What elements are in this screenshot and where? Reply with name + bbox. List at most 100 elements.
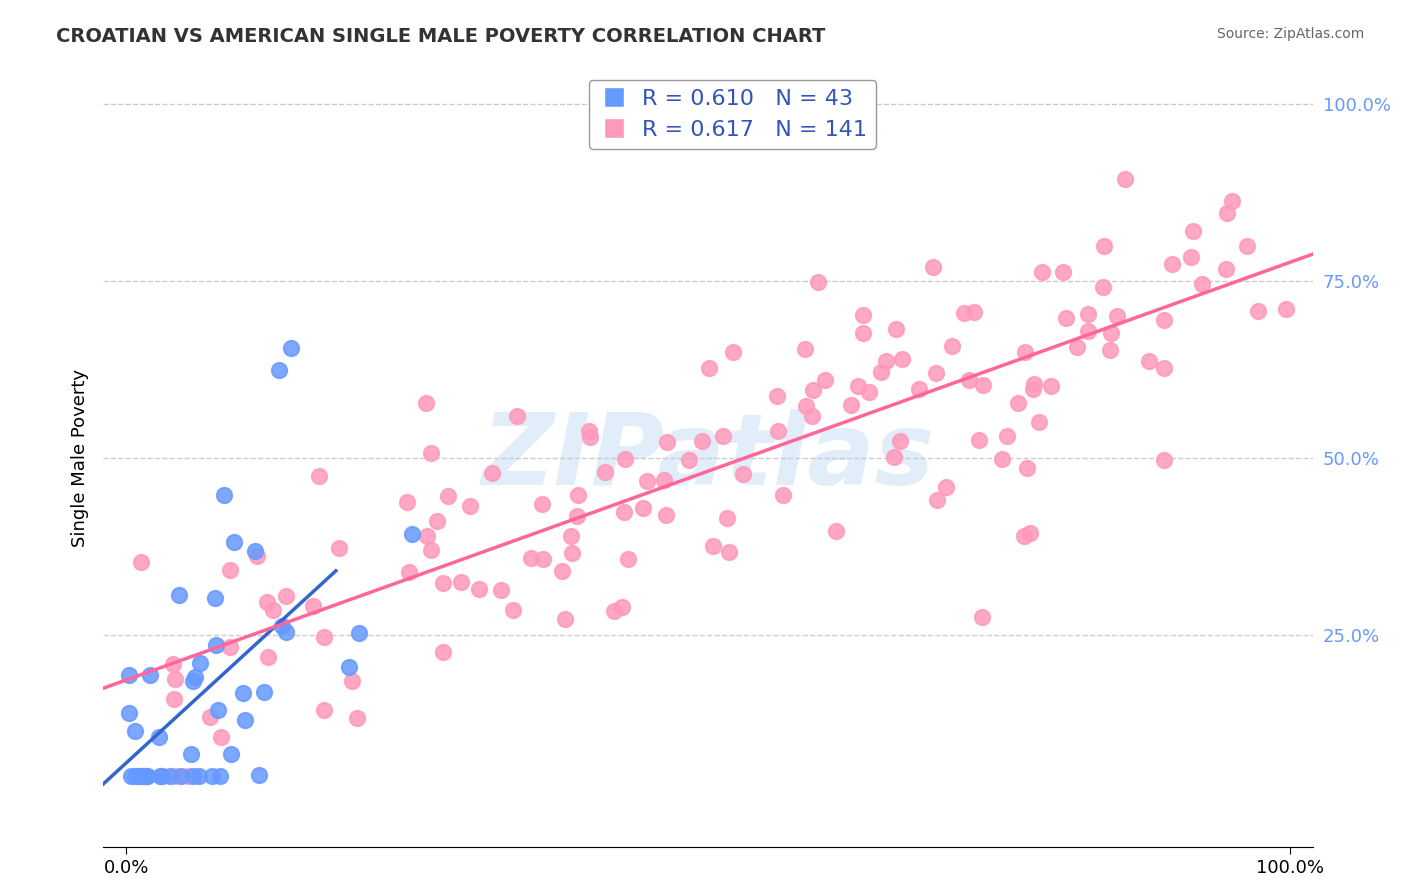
Point (132, 769, 155, 783)
Point (807, 275, 830, 289)
Point (1014, 344, 1036, 359)
Point (432, 645, 454, 659)
Point (655, 508, 678, 522)
Point (1007, 396, 1029, 410)
Point (219, 563, 242, 577)
Point (690, 434, 713, 448)
Point (925, 367, 948, 381)
Point (702, 539, 724, 553)
Point (801, 409, 824, 424)
Point (531, 552, 554, 566)
Point (713, 429, 735, 443)
Point (312, 703, 335, 717)
Point (396, 495, 419, 509)
Point (613, 505, 636, 519)
Point (267, 362, 290, 376)
Point (436, 489, 458, 503)
Point (163, 672, 186, 686)
Point (794, 343, 817, 357)
Point (967, 434, 990, 448)
Point (467, 582, 489, 597)
Point (1114, 171, 1136, 186)
Point (207, 703, 229, 717)
Point (531, 497, 554, 511)
Point (935, 480, 957, 494)
Point (337, 660, 360, 674)
Point (1092, 279, 1115, 293)
Point (150, 769, 173, 783)
Point (419, 542, 441, 557)
Point (181, 769, 204, 783)
Point (995, 429, 1018, 443)
Point (256, 595, 278, 609)
Point (204, 591, 226, 606)
Point (274, 624, 297, 639)
Point (246, 549, 269, 563)
Point (1275, 301, 1298, 316)
Point (1191, 277, 1213, 292)
Point (136, 769, 159, 783)
Point (1180, 250, 1202, 264)
Point (280, 341, 302, 355)
Point (560, 529, 582, 543)
Point (617, 552, 640, 566)
Point (129, 769, 152, 783)
Point (884, 322, 907, 336)
Point (697, 361, 720, 376)
Point (565, 508, 588, 523)
Point (1018, 526, 1040, 541)
Point (794, 399, 817, 413)
Point (1077, 324, 1099, 338)
Point (243, 543, 266, 558)
Point (328, 541, 350, 556)
Point (1028, 415, 1050, 429)
Point (991, 452, 1014, 467)
Point (1215, 262, 1237, 277)
Point (731, 467, 754, 481)
Point (218, 640, 240, 654)
Point (1077, 307, 1099, 321)
Point (922, 260, 945, 275)
Point (1216, 206, 1239, 220)
Point (271, 619, 294, 633)
Point (201, 769, 224, 783)
Point (253, 685, 276, 699)
Point (1099, 326, 1122, 341)
Point (139, 668, 162, 682)
Point (1031, 265, 1053, 279)
Point (222, 535, 245, 549)
Point (869, 365, 891, 379)
Point (554, 612, 576, 626)
Point (132, 769, 155, 783)
Point (162, 657, 184, 672)
Point (165, 769, 187, 783)
Point (180, 747, 202, 761)
Point (655, 434, 678, 449)
Point (118, 706, 141, 720)
Point (198, 710, 221, 724)
Point (631, 501, 654, 516)
Point (212, 488, 235, 502)
Point (846, 379, 869, 393)
Point (972, 378, 994, 392)
Point (249, 768, 271, 782)
Point (1160, 257, 1182, 271)
Point (772, 488, 794, 502)
Point (1105, 309, 1128, 323)
Point (766, 424, 789, 438)
Point (302, 599, 325, 614)
Point (415, 396, 437, 410)
Point (208, 769, 231, 783)
Point (149, 769, 172, 783)
Point (1092, 239, 1115, 253)
Point (1247, 304, 1270, 318)
Point (567, 488, 589, 502)
Point (124, 769, 146, 783)
Point (614, 452, 637, 467)
Point (312, 631, 335, 645)
Point (839, 399, 862, 413)
Point (148, 730, 170, 744)
Point (184, 670, 207, 684)
Point (825, 524, 848, 539)
Point (481, 466, 503, 480)
